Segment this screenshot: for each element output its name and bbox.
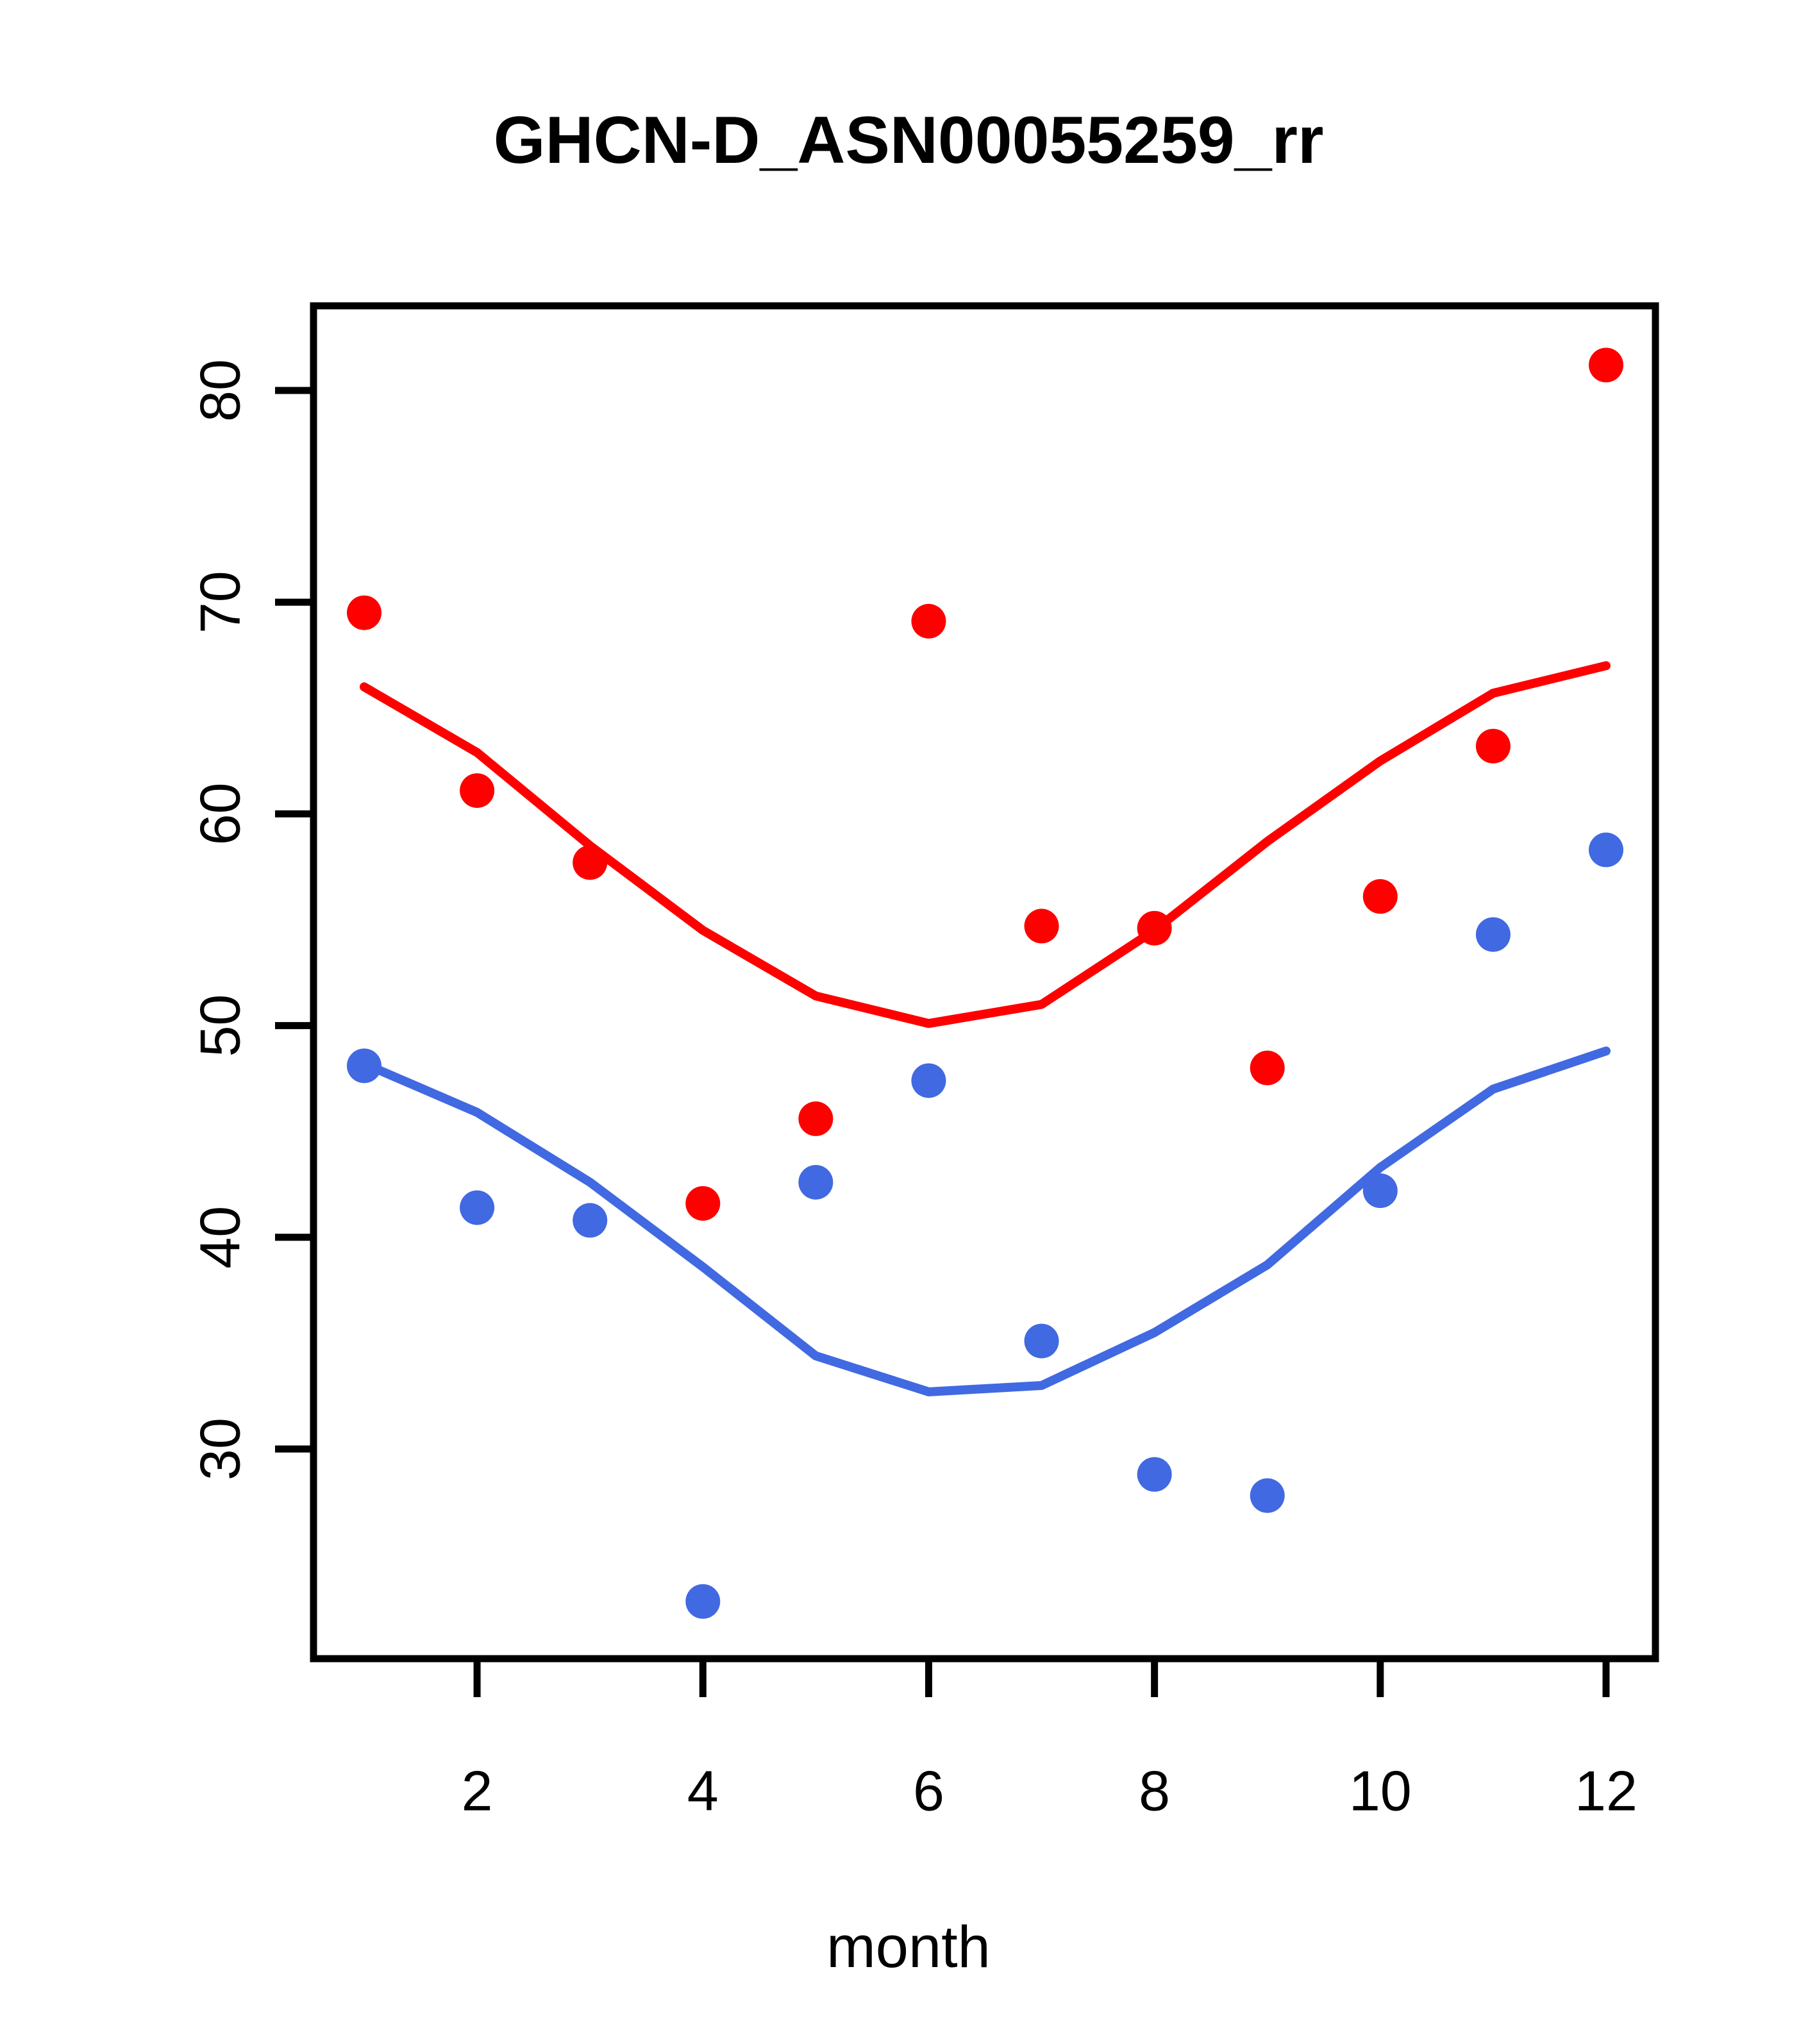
data-point bbox=[685, 1584, 721, 1619]
y-tick-label: 60 bbox=[188, 782, 251, 845]
data-point bbox=[798, 1164, 833, 1200]
data-point bbox=[1250, 1478, 1285, 1513]
y-axis-ticks bbox=[275, 387, 314, 1453]
data-point bbox=[347, 1048, 381, 1084]
data-point bbox=[460, 1190, 495, 1225]
data-point bbox=[1250, 1050, 1285, 1085]
trend-line-blue bbox=[360, 1046, 1611, 1396]
data-point bbox=[573, 1203, 608, 1238]
y-tick-label: 40 bbox=[188, 1206, 251, 1269]
data-point bbox=[1589, 348, 1623, 383]
data-point bbox=[1024, 1323, 1059, 1359]
y-tick-label: 80 bbox=[188, 359, 251, 422]
x-axis-ticks bbox=[473, 1659, 1610, 1697]
x-tick-label: 10 bbox=[1349, 1759, 1412, 1822]
x-tick-label: 2 bbox=[462, 1759, 493, 1822]
y-tick-label: 70 bbox=[188, 571, 251, 633]
trend-lines bbox=[360, 661, 1611, 1396]
x-tick-label: 6 bbox=[913, 1759, 944, 1822]
data-point bbox=[1475, 917, 1511, 952]
data-point bbox=[460, 773, 495, 808]
x-tick-label: 4 bbox=[687, 1759, 719, 1822]
x-axis-tick-labels: 2 4 6 8 10 12 bbox=[462, 1759, 1637, 1822]
data-point bbox=[573, 845, 608, 880]
data-point bbox=[1024, 909, 1059, 944]
y-axis-tick-labels: 30 40 50 60 70 80 bbox=[188, 359, 251, 1480]
data-point bbox=[911, 603, 946, 639]
y-tick-label: 30 bbox=[188, 1418, 251, 1480]
data-point bbox=[1362, 879, 1398, 914]
x-tick-label: 12 bbox=[1575, 1759, 1637, 1822]
data-point bbox=[1589, 832, 1623, 867]
trend-line-red bbox=[360, 661, 1611, 1028]
x-tick-label: 8 bbox=[1139, 1759, 1170, 1822]
data-point bbox=[685, 1185, 721, 1221]
data-point bbox=[347, 595, 381, 630]
data-point bbox=[1362, 1173, 1398, 1209]
data-point bbox=[1137, 910, 1172, 946]
data-points bbox=[347, 348, 1623, 1619]
data-point bbox=[798, 1101, 833, 1136]
y-tick-label: 50 bbox=[188, 994, 251, 1057]
x-axis-title: month bbox=[826, 1914, 991, 1980]
chart-title: GHCN-D_ASN00055259_rr bbox=[493, 103, 1324, 178]
data-point bbox=[1475, 728, 1511, 764]
plot-frame bbox=[310, 302, 1659, 1663]
data-point bbox=[1137, 1457, 1172, 1492]
data-point bbox=[911, 1063, 946, 1098]
